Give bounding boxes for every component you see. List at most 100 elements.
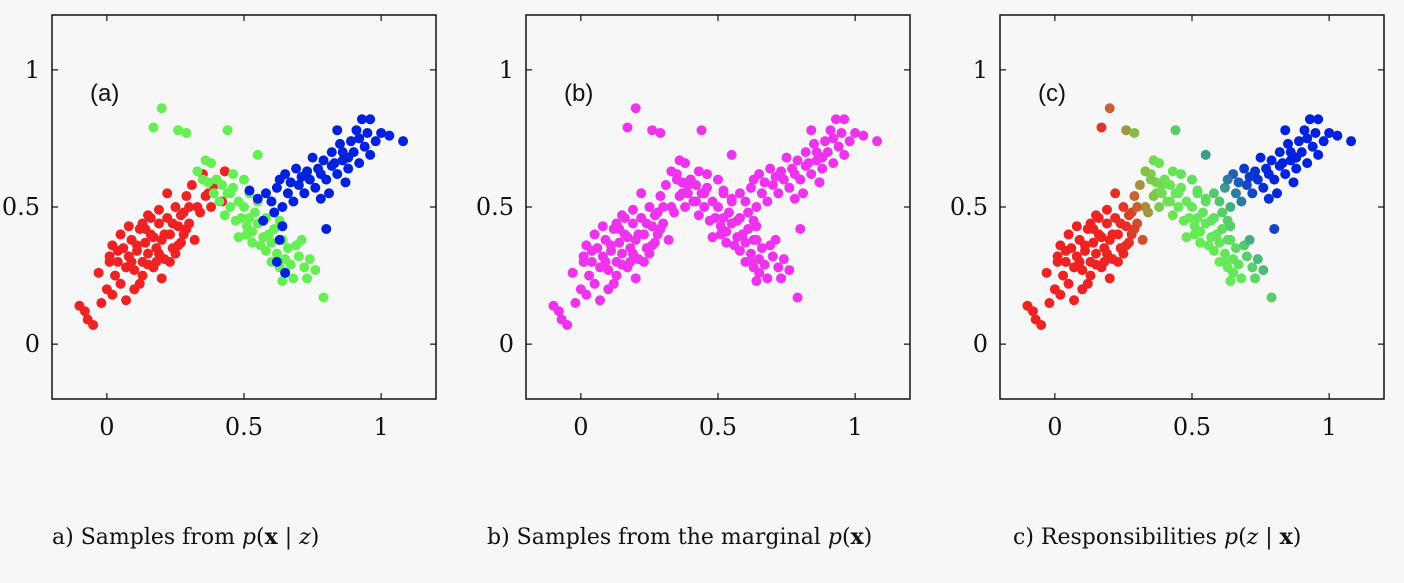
- data-point-b-red-59: [693, 166, 704, 177]
- data-point-a-red-10: [115, 278, 126, 289]
- data-point-a-red-53: [121, 295, 132, 306]
- data-point-b-red-75: [655, 223, 666, 234]
- data-point-a-green-54: [269, 223, 280, 234]
- data-point-a-green-30: [282, 243, 293, 254]
- data-point-b-blue-56: [803, 158, 814, 169]
- data-point-c-green-0: [1096, 122, 1107, 133]
- data-point-c-blue-44: [1219, 256, 1230, 267]
- data-point-c-blue-56: [1277, 158, 1288, 169]
- data-point-a-blue-19: [354, 158, 365, 169]
- caption-c-close: ): [1292, 525, 1302, 550]
- data-point-c-red-52: [1082, 278, 1093, 289]
- data-point-c-red-2: [1036, 319, 1047, 330]
- caption-b-open: (: [841, 525, 851, 550]
- data-point-b-green-27: [740, 237, 751, 248]
- caption-a-p: p: [241, 525, 257, 550]
- data-point-a-blue-15: [332, 169, 343, 180]
- data-point-b-green-1: [630, 103, 641, 114]
- data-point-c-red-4: [1044, 298, 1055, 308]
- data-point-a-red-69: [126, 256, 137, 267]
- data-point-b-green-37: [773, 262, 784, 273]
- data-point-a-red-66: [159, 229, 170, 240]
- data-point-b-green-49: [702, 169, 713, 180]
- data-point-b-green-47: [682, 188, 693, 199]
- data-point-a-blue-24: [384, 130, 395, 141]
- data-point-c-red-70: [1060, 245, 1071, 256]
- data-point-b-red-52: [608, 278, 619, 289]
- data-point-c-green-51: [1181, 232, 1192, 243]
- caption-a-close: ): [310, 525, 320, 550]
- data-point-b-blue-24: [858, 130, 869, 141]
- data-point-a-green-57: [296, 234, 307, 245]
- data-point-a-red-50: [164, 256, 175, 267]
- data-point-a-red-70: [112, 245, 123, 256]
- x-tick-label-c-0: 0: [1047, 413, 1062, 441]
- data-point-b-green-28: [745, 248, 756, 259]
- points-group-b: [548, 103, 883, 330]
- data-point-a-green-5: [252, 149, 263, 160]
- data-point-b-green-4: [696, 125, 707, 136]
- scatter-plot-c: 0 0.5 1 0 0.5 1 (c): [950, 14, 1385, 441]
- data-point-c-blue-21: [1313, 149, 1324, 160]
- data-point-b-blue-1: [726, 193, 737, 204]
- scatter-plot-b: 0 0.5 1 0 0.5 1 (b): [476, 14, 911, 441]
- data-point-c-red-35: [1129, 191, 1140, 202]
- data-point-a-blue-22: [370, 136, 381, 147]
- data-point-a-red-74: [170, 248, 181, 259]
- data-point-c-blue-52: [1263, 193, 1274, 204]
- data-point-a-red-6: [107, 289, 118, 300]
- data-point-a-red-3: [79, 306, 90, 317]
- data-point-b-blue-23: [850, 127, 861, 138]
- data-point-c-red-75: [1129, 223, 1140, 234]
- data-point-a-red-11: [112, 256, 123, 267]
- data-point-b-blue-3: [740, 196, 751, 207]
- data-point-b-green-45: [693, 210, 704, 221]
- data-point-a-blue-26: [356, 114, 367, 125]
- data-point-b-red-77: [674, 191, 685, 202]
- data-point-a-blue-7: [288, 196, 299, 207]
- data-point-c-green-26: [1208, 245, 1219, 256]
- data-point-c-red-76: [1132, 202, 1143, 212]
- data-point-c-blue-48: [1293, 136, 1304, 147]
- data-point-b-red-15: [603, 265, 614, 276]
- scatter-plot-a: 0 0.5 1 0 0.5 1 (a): [2, 14, 437, 441]
- data-point-c-green-40: [1250, 273, 1261, 284]
- data-point-b-green-14: [713, 202, 723, 212]
- data-point-b-green-26: [734, 245, 745, 256]
- data-point-b-blue-36: [765, 163, 776, 174]
- data-point-a-red-31: [170, 202, 181, 212]
- data-point-b-red-72: [617, 259, 627, 270]
- caption-b: b) Samples from the marginal p(x): [487, 524, 872, 550]
- data-point-a-red-54: [145, 212, 156, 223]
- data-point-a-red-9: [110, 270, 121, 281]
- data-point-c-green-37: [1247, 262, 1258, 273]
- data-point-c-green-47: [1156, 188, 1167, 199]
- data-point-c-blue-45: [1269, 223, 1280, 234]
- data-point-c-red-31: [1118, 202, 1129, 212]
- data-point-a-red-52: [134, 278, 145, 289]
- x-tick-label-a-0: 0: [99, 413, 114, 441]
- data-point-c-red-69: [1074, 256, 1085, 267]
- data-point-a-blue-35: [296, 171, 307, 182]
- data-point-a-red-76: [184, 202, 195, 212]
- data-point-b-red-57: [663, 234, 674, 245]
- data-point-c-red-74: [1118, 248, 1129, 259]
- data-point-a-green-37: [299, 262, 310, 273]
- data-point-c-blue-35: [1244, 171, 1255, 182]
- data-point-b-blue-54: [828, 133, 839, 144]
- data-point-b-blue-37: [759, 177, 770, 188]
- data-point-c-blue-46: [1206, 215, 1217, 226]
- data-point-c-green-35: [1236, 273, 1247, 284]
- data-point-a-green-42: [277, 276, 288, 287]
- data-point-a-blue-30: [326, 147, 337, 158]
- caption-b-text: b) Samples from the marginal: [487, 525, 828, 550]
- data-point-c-red-10: [1063, 278, 1074, 289]
- data-point-c-green-57: [1244, 234, 1255, 245]
- data-point-c-green-30: [1230, 243, 1241, 254]
- data-point-a-blue-56: [329, 158, 340, 169]
- data-point-a-blue-32: [313, 163, 324, 174]
- data-point-c-green-5: [1200, 149, 1211, 160]
- data-point-b-blue-42: [748, 234, 759, 245]
- data-point-a-blue-27: [365, 114, 376, 125]
- data-point-a-red-71: [137, 218, 148, 229]
